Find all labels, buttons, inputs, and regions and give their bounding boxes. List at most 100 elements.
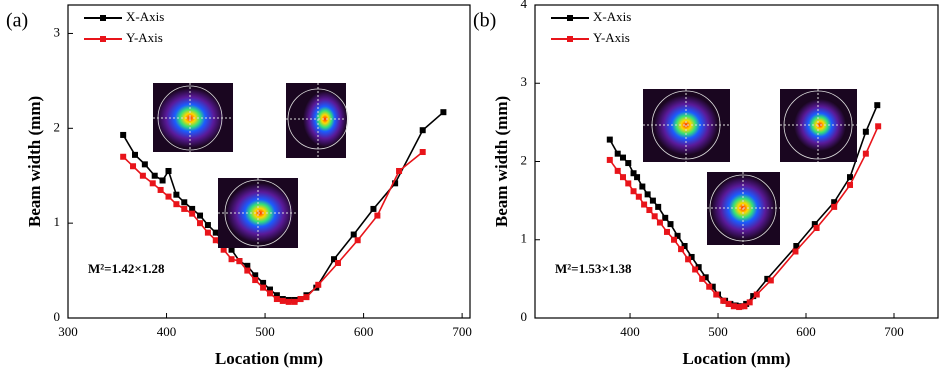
point (620, 155, 626, 161)
y-tick-label: 1 (54, 214, 61, 229)
y-tick-label: 3 (54, 24, 61, 39)
point (706, 284, 712, 290)
point (315, 282, 321, 288)
legend-label: Y-Axis (593, 30, 630, 45)
point (355, 237, 361, 243)
point (335, 260, 341, 266)
figure: 3004005006007000123Location (mm)Beam wid… (0, 0, 941, 377)
point (768, 277, 774, 283)
point (646, 207, 652, 213)
point (831, 204, 837, 210)
panel-label: (a) (6, 10, 28, 32)
point (150, 180, 156, 186)
beam-image (643, 89, 730, 162)
point (286, 299, 292, 305)
x-tick-label: 500 (255, 324, 275, 339)
annotation: M²=1.42×1.28 (88, 261, 165, 276)
point (736, 304, 742, 310)
point (664, 229, 670, 235)
point (303, 294, 309, 300)
point (120, 132, 126, 138)
point (631, 188, 637, 194)
x-tick-label: 600 (354, 324, 374, 339)
point (267, 290, 273, 296)
point (671, 237, 677, 243)
point (652, 213, 658, 219)
point (260, 285, 266, 291)
point (420, 127, 426, 133)
point (181, 199, 187, 205)
point (636, 194, 642, 200)
point (298, 296, 304, 302)
point (692, 266, 698, 272)
point (645, 191, 651, 197)
point (274, 296, 280, 302)
legend-marker (567, 15, 573, 21)
point (657, 220, 663, 226)
y-tick-label: 4 (521, 0, 528, 11)
point (252, 277, 258, 283)
point (181, 206, 187, 212)
point (173, 201, 179, 207)
point (120, 154, 126, 160)
point (229, 256, 235, 262)
x-tick-label: 500 (708, 324, 728, 339)
x-axis-label: Location (mm) (215, 349, 323, 368)
point (726, 301, 732, 307)
point (132, 152, 138, 158)
point (720, 298, 726, 304)
point (650, 198, 656, 204)
point (166, 194, 172, 200)
point (189, 211, 195, 217)
point (625, 160, 631, 166)
legend-marker (100, 36, 106, 42)
point (244, 268, 250, 274)
point (370, 206, 376, 212)
y-tick-label: 2 (54, 119, 61, 134)
y-tick-label: 0 (521, 309, 528, 324)
point (280, 298, 286, 304)
point (641, 202, 647, 208)
point (158, 187, 164, 193)
point (668, 221, 674, 227)
point (713, 292, 719, 298)
point (814, 225, 820, 231)
point (607, 137, 613, 143)
plot: 40050060070001234Location (mm)Beam width… (473, 0, 938, 368)
point (205, 222, 211, 228)
y-axis-label: Beam width (mm) (492, 96, 511, 227)
point (607, 157, 613, 163)
point (351, 232, 357, 238)
point (754, 292, 760, 298)
point (292, 299, 298, 305)
beam-image (218, 178, 298, 248)
x-tick-label: 400 (157, 324, 177, 339)
beam-image (780, 89, 857, 162)
point (142, 161, 148, 167)
x-tick-label: 600 (796, 324, 816, 339)
legend-label: X-Axis (126, 9, 164, 24)
x-tick-label: 400 (620, 324, 640, 339)
y-tick-label: 0 (54, 309, 61, 324)
point (685, 256, 691, 262)
point (639, 184, 645, 190)
point (173, 192, 179, 198)
y-tick-label: 1 (521, 231, 528, 246)
point (236, 258, 242, 264)
point (615, 168, 621, 174)
point (792, 248, 798, 254)
x-tick-label: 700 (884, 324, 904, 339)
point (205, 230, 211, 236)
point (655, 204, 661, 210)
annotation: M²=1.53×1.38 (555, 261, 632, 276)
panel-label: (b) (473, 10, 496, 32)
point (699, 276, 705, 282)
point (152, 173, 158, 179)
beam-image (153, 83, 233, 152)
point (213, 237, 219, 243)
point (420, 149, 426, 155)
point (863, 151, 869, 157)
legend-marker (567, 36, 573, 42)
point (741, 303, 747, 309)
x-axis-label: Location (mm) (682, 349, 790, 368)
